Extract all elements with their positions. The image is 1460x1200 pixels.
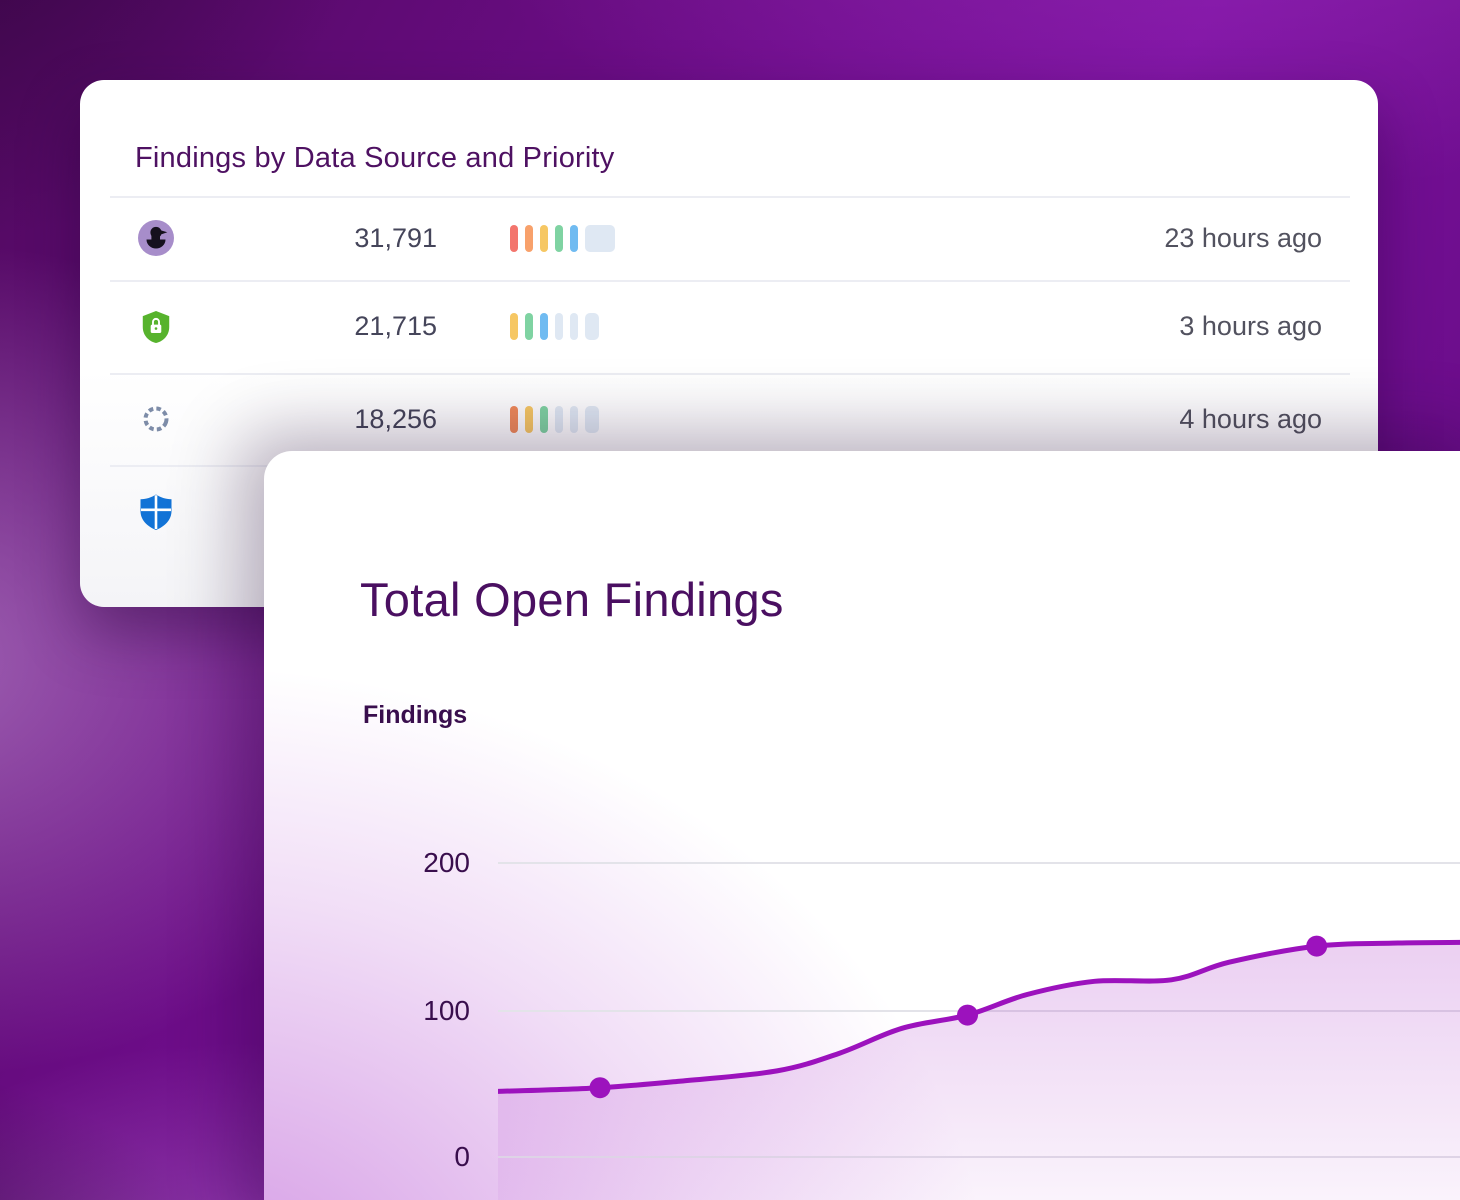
y-tick-200: 200 [423, 847, 470, 878]
findings-count: 31,791 [354, 222, 437, 253]
gridline-200 [498, 862, 1460, 864]
row-divider [110, 373, 1350, 375]
findings-trend-chart [498, 935, 1460, 1200]
row-divider [110, 196, 1350, 198]
priority-bars [510, 280, 770, 373]
row-divider [110, 280, 1350, 282]
card-title: Findings by Data Source and Priority [135, 142, 615, 175]
total-open-findings-card: Total Open Findings Findings 200 100 0 [264, 451, 1460, 1200]
page-title: Total Open Findings [360, 573, 784, 627]
priority-bars [510, 196, 770, 280]
table-row[interactable]: 31,791 23 hours ago [80, 196, 1378, 280]
y-tick-0: 0 [454, 1141, 470, 1172]
findings-count: 21,715 [354, 311, 437, 341]
segmented-ring-icon [135, 373, 177, 465]
table-row[interactable]: 18,256 4 hours ago [80, 373, 1378, 465]
y-axis-label: Findings [363, 701, 468, 729]
blackduck-icon [135, 196, 177, 280]
last-updated: 3 hours ago [1179, 311, 1322, 341]
defender-shield-icon [135, 465, 177, 557]
table-row[interactable] [80, 465, 1378, 557]
table-row[interactable]: 21,715 3 hours ago [80, 280, 1378, 373]
y-tick-100: 100 [423, 995, 470, 1026]
findings-count: 18,256 [354, 403, 437, 434]
last-updated: 23 hours ago [1164, 222, 1322, 253]
priority-bars [510, 373, 770, 465]
last-updated: 4 hours ago [1179, 403, 1322, 434]
shield-lock-icon [135, 280, 177, 373]
